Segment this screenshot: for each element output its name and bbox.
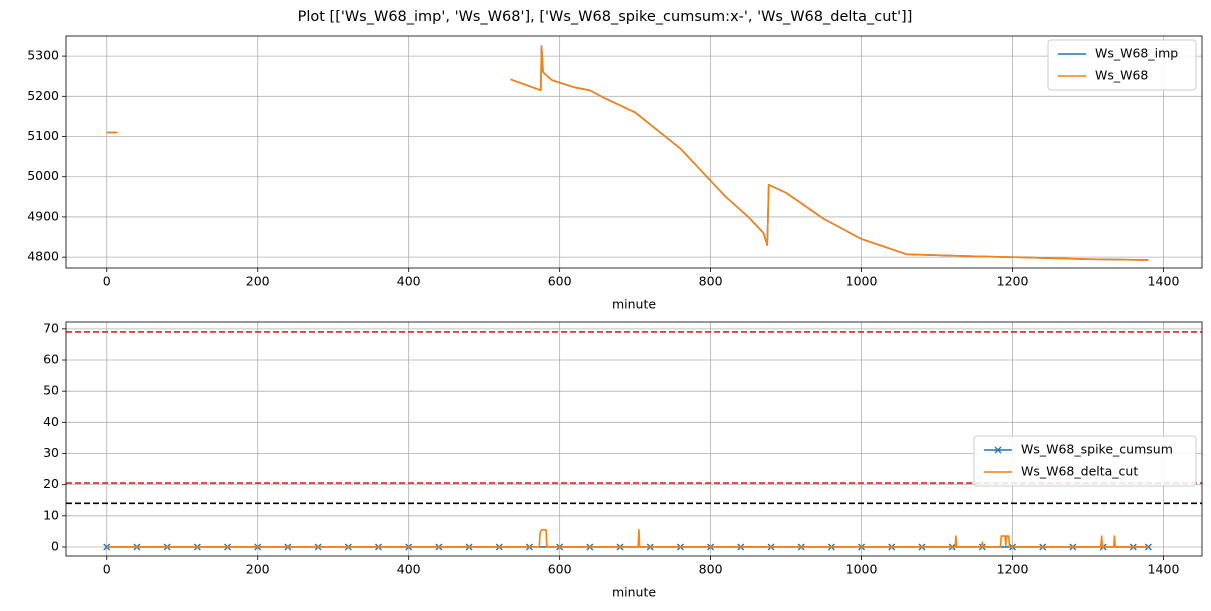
series-line: [106, 529, 1149, 548]
y-tick-label: 5000: [27, 168, 59, 183]
x-tick-label: 800: [699, 274, 723, 289]
series-line: [106, 45, 1149, 261]
x-tick-label: 0: [103, 562, 111, 577]
x-tick-label: 800: [699, 562, 723, 577]
x-tick-label: 1200: [997, 274, 1029, 289]
y-tick-label: 5100: [27, 128, 59, 143]
y-tick-label: 4900: [27, 208, 59, 223]
legend-label: Ws_W68: [1095, 68, 1148, 83]
y-tick-label: 50: [43, 383, 59, 398]
x-tick-label: 600: [548, 562, 572, 577]
axes-frame: [65, 35, 1203, 269]
x-tick-label: 0: [103, 274, 111, 289]
x-tick-label: 200: [246, 274, 270, 289]
x-tick-label: 1400: [1148, 562, 1180, 577]
y-tick-label: 4800: [27, 249, 59, 264]
y-tick-label: 30: [43, 445, 59, 460]
x-tick-label: 1200: [997, 562, 1029, 577]
y-tick-label: 60: [43, 352, 59, 367]
x-tick-label: 1000: [846, 274, 878, 289]
y-tick-label: 10: [43, 507, 59, 522]
x-tick-label: 400: [397, 274, 421, 289]
x-tick-label: 200: [246, 562, 270, 577]
legend-label: Ws_W68_spike_cumsum: [1021, 442, 1173, 457]
y-tick-label: 0: [51, 538, 59, 553]
x-axis-label: minute: [612, 585, 656, 600]
y-tick-label: 20: [43, 476, 59, 491]
axes-frame: [65, 321, 1203, 557]
legend-marker: [994, 446, 1002, 454]
legend-label: Ws_W68_imp: [1095, 46, 1178, 61]
legend-box: [1047, 39, 1197, 91]
x-axis-label: minute: [612, 297, 656, 312]
x-tick-label: 1000: [846, 562, 878, 577]
x-tick-label: 1400: [1148, 274, 1180, 289]
y-tick-label: 70: [43, 320, 59, 335]
legend-label: Ws_W68_delta_cut: [1021, 464, 1138, 479]
x-tick-label: 600: [548, 274, 572, 289]
y-tick-label: 40: [43, 414, 59, 429]
x-tick-label: 400: [397, 562, 421, 577]
y-tick-label: 5300: [27, 48, 59, 63]
figure-title: Plot [['Ws_W68_imp', 'Ws_W68'], ['Ws_W68…: [298, 9, 913, 25]
y-tick-label: 5200: [27, 88, 59, 103]
legend-box: [973, 435, 1197, 487]
